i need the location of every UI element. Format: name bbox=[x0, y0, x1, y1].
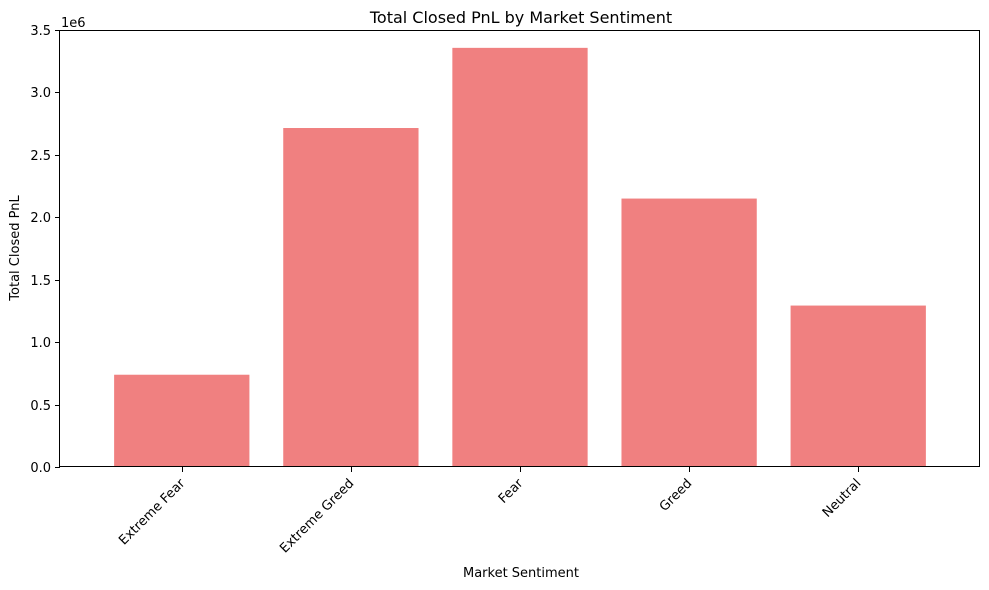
y-tick-label: 1.0 bbox=[30, 336, 51, 351]
y-tick-label: 3.0 bbox=[30, 86, 51, 101]
y-tick-label: 0.5 bbox=[30, 399, 51, 414]
plot-frame bbox=[59, 30, 980, 467]
y-tick-label: 3.5 bbox=[30, 24, 51, 39]
bars-group bbox=[114, 47, 926, 467]
y-tick-label: 2.0 bbox=[30, 211, 51, 226]
bar-greed bbox=[621, 198, 757, 467]
y-axis-offset-label: 1e6 bbox=[61, 16, 86, 31]
bar-neutral bbox=[790, 305, 926, 467]
bar-fear bbox=[452, 47, 588, 467]
bar-extreme-greed bbox=[283, 128, 419, 467]
y-axis-label: Total Closed PnL bbox=[8, 195, 23, 302]
y-ticks-group: 0.0 0.5 1.0 1.5 2.0 2.5 3.0 3.5 bbox=[30, 24, 60, 476]
bar-extreme-fear bbox=[114, 374, 250, 467]
y-tick-label: 1.5 bbox=[30, 274, 51, 289]
x-axis-label: Market Sentiment bbox=[463, 566, 579, 581]
y-tick-label: 2.5 bbox=[30, 149, 51, 164]
y-tick-label: 0.0 bbox=[30, 461, 51, 476]
chart-title: Total Closed PnL by Market Sentiment bbox=[369, 8, 672, 27]
